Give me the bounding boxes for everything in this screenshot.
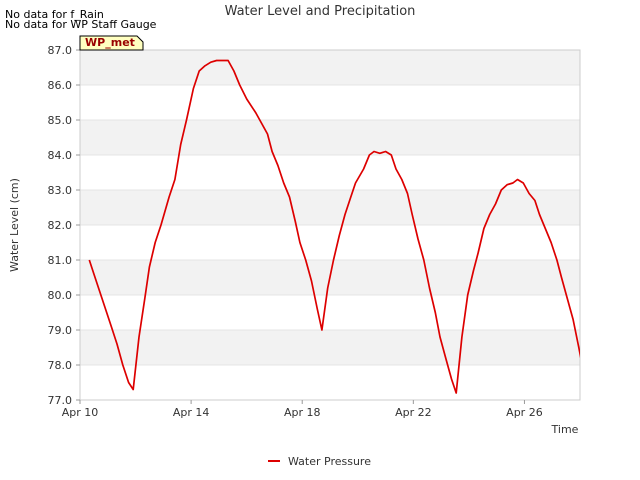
- station-badge: WP_met: [79, 35, 144, 51]
- plot-background-bands: [80, 50, 580, 365]
- y-tick-label: 87.0: [48, 44, 73, 57]
- plot-band: [80, 120, 580, 155]
- x-tick-label: Apr 26: [506, 406, 543, 419]
- plot-band: [80, 330, 580, 365]
- legend: Water Pressure: [268, 455, 371, 468]
- x-axis-ticks: Apr 10 Apr 14 Apr 18 Apr 22 Apr 26: [62, 400, 543, 419]
- plot-band: [80, 190, 580, 225]
- y-tick-label: 81.0: [48, 254, 73, 267]
- legend-label-water-pressure: Water Pressure: [288, 455, 371, 468]
- x-tick-label: Apr 14: [173, 406, 210, 419]
- x-axis-label: Time: [551, 423, 579, 436]
- station-badge-label: WP_met: [85, 36, 135, 49]
- plot-band: [80, 50, 580, 85]
- x-tick-label: Apr 22: [395, 406, 432, 419]
- y-tick-label: 83.0: [48, 184, 73, 197]
- y-tick-label: 85.0: [48, 114, 73, 127]
- y-tick-label: 80.0: [48, 289, 73, 302]
- series-line-water-pressure: [88, 59, 580, 394]
- y-tick-label: 79.0: [48, 324, 73, 337]
- x-tick-label: Apr 10: [62, 406, 99, 419]
- x-tick-label: Apr 18: [284, 406, 321, 419]
- y-tick-label: 86.0: [48, 79, 73, 92]
- no-data-note-rain: No data for f_Rain: [5, 8, 104, 21]
- y-axis-ticks: 77.0 78.0 79.0 80.0 81.0 82.0 83.0 84.0 85.0 86.0…: [48, 44, 80, 407]
- y-tick-label: 82.0: [48, 219, 73, 232]
- y-axis-label: Water Level (cm): [8, 178, 21, 272]
- no-data-note-staff-gauge: No data for WP Staff Gauge: [5, 18, 157, 31]
- y-tick-label: 78.0: [48, 359, 73, 372]
- y-tick-label: 84.0: [48, 149, 73, 162]
- y-tick-label: 77.0: [48, 394, 73, 407]
- chart-title: Water Level and Precipitation: [225, 4, 416, 19]
